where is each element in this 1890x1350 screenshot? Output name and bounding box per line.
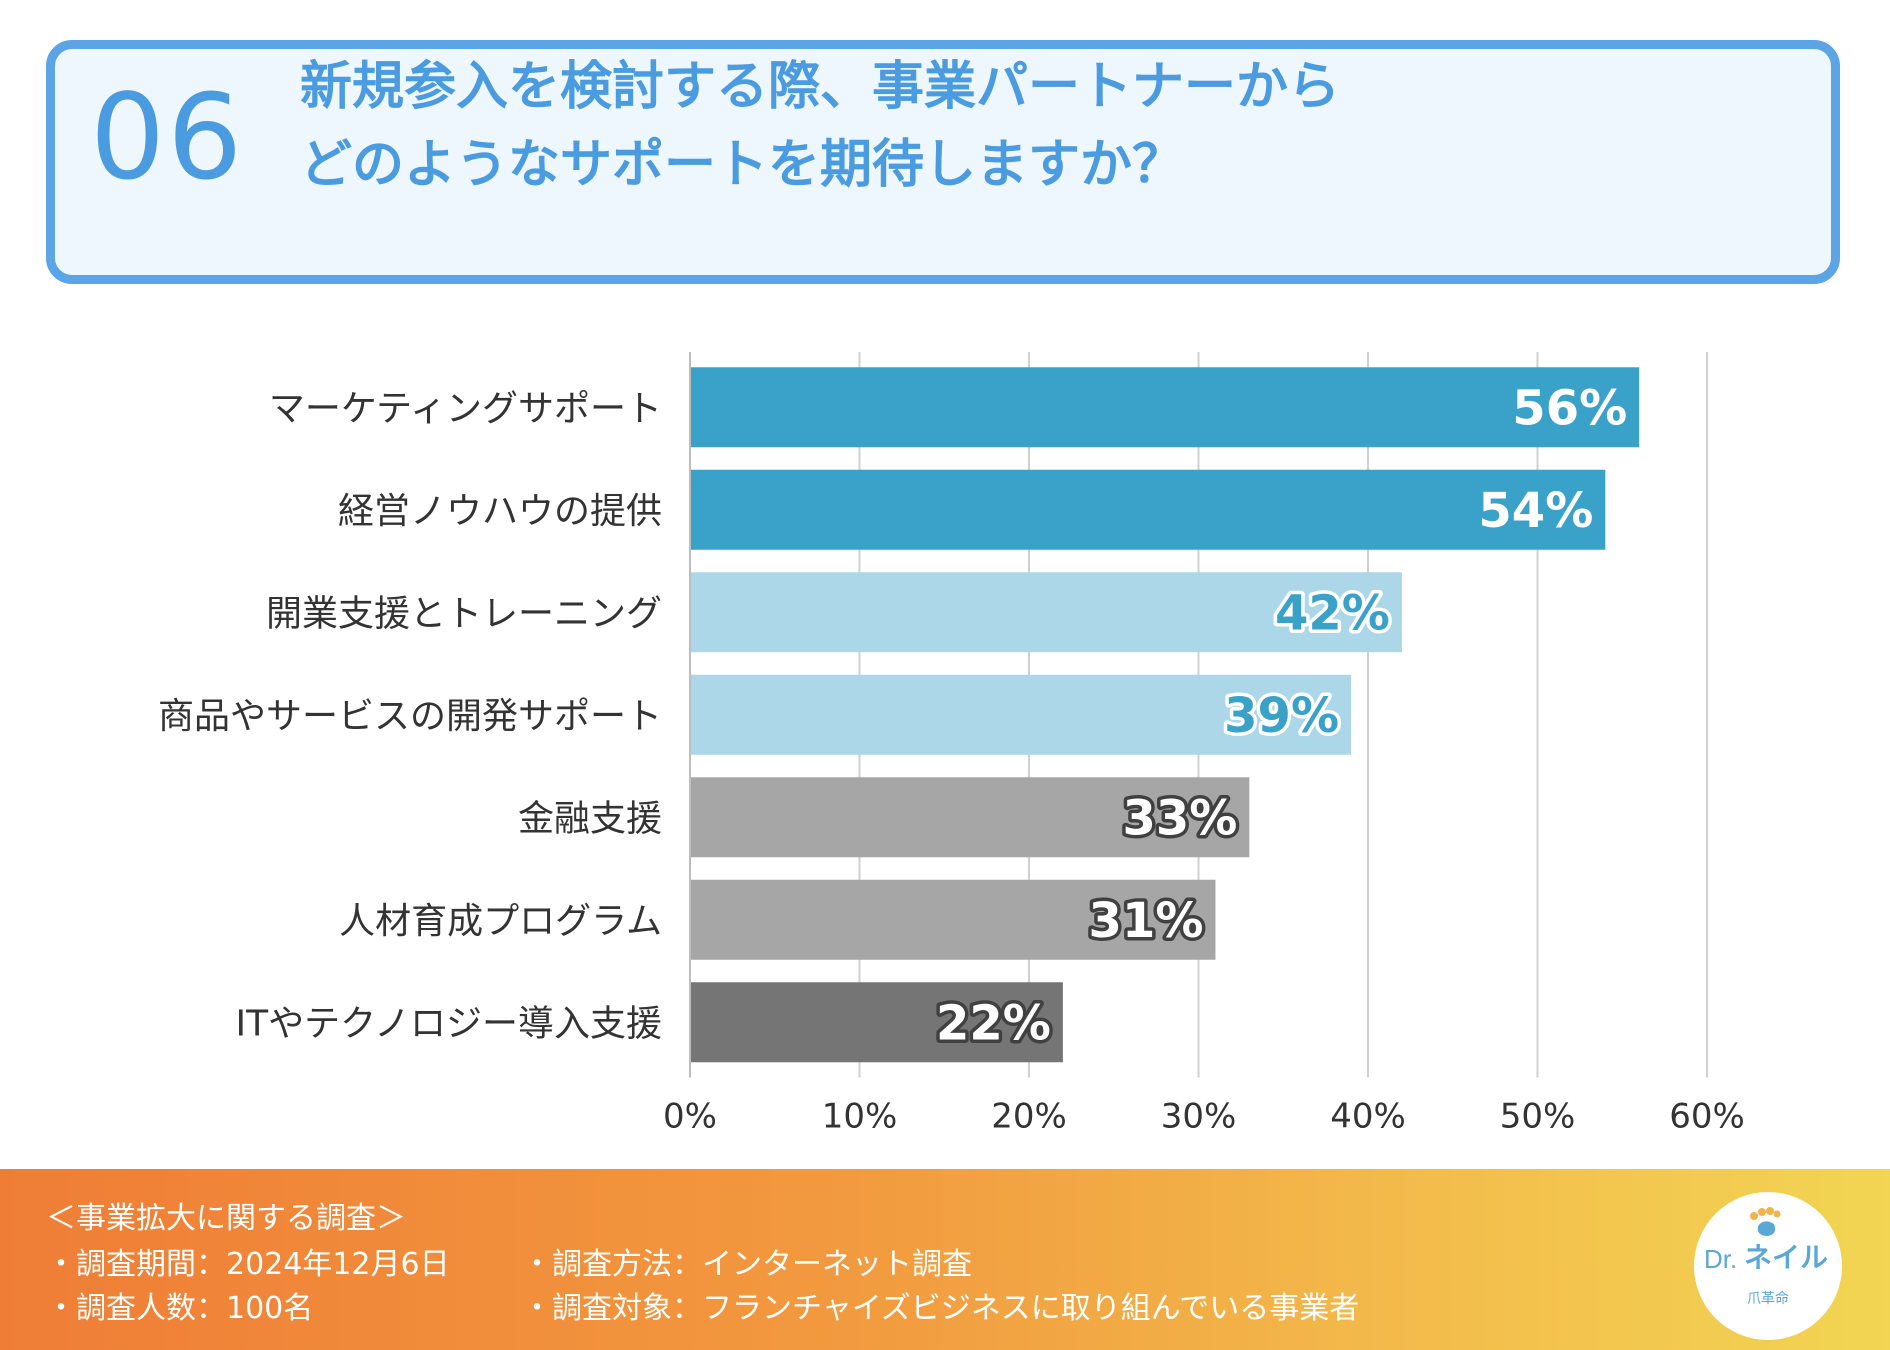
value-label-1: 56% xyxy=(1512,380,1627,436)
survey-target: ・調査対象：フランチャイズビジネスに取り組んでいる事業者 xyxy=(522,1291,1360,1326)
value-label-3: 42% xyxy=(1275,585,1390,641)
value-label-5: 33% xyxy=(1122,790,1237,846)
value-label-6: 31% xyxy=(1089,893,1204,949)
question-header-box xyxy=(46,40,1840,284)
value-label-7: 22% xyxy=(936,995,1051,1051)
bar-5 xyxy=(690,777,1250,858)
category-label-7: ITやテクノロジー導入支援 xyxy=(236,1003,662,1044)
bar-1 xyxy=(690,367,1640,448)
category-label-4: 商品やサービスの開発サポート xyxy=(158,696,662,737)
x-tick-label-40: 40% xyxy=(1330,1097,1406,1131)
dr-nail-logo: Dr. ネイル 爪革命 xyxy=(1694,1192,1842,1340)
x-tick-label-0: 0% xyxy=(663,1097,717,1131)
survey-period: ・調査期間：2024年12月6日 xyxy=(46,1247,450,1282)
survey-title: ＜事業拡大に関する調査＞ xyxy=(46,1201,406,1236)
bar-7 xyxy=(690,982,1063,1063)
value-label-2: 54% xyxy=(1478,483,1593,539)
category-label-2: 経営ノウハウの提供 xyxy=(338,491,662,532)
survey-respondents: ・調査人数：100名 xyxy=(46,1291,314,1326)
x-tick-label-20: 20% xyxy=(991,1097,1067,1131)
bar-3 xyxy=(690,572,1402,653)
category-label-3: 開業支援とトレーニング xyxy=(266,593,662,634)
x-tick-label-60: 60% xyxy=(1669,1097,1745,1131)
foot-icon xyxy=(1750,1207,1781,1236)
logo-subtitle: 爪革命 xyxy=(1747,1291,1789,1307)
question-number: 06 xyxy=(90,68,245,206)
bar-6 xyxy=(690,879,1216,960)
bar-chart: マーケティングサポート 56% 経営ノウハウの提供 54% 開業支援とトレーニング 42%… xyxy=(158,352,1745,1131)
x-tick-label-10: 10% xyxy=(822,1097,898,1131)
category-label-6: 人材育成プログラム xyxy=(339,901,662,942)
survey-footer: ＜事業拡大に関する調査＞ ・調査期間：2024年12月6日 ・調査方法：インター… xyxy=(0,1169,1890,1350)
question-title-line-1: 新規参入を検討する際、事業パートナーから xyxy=(300,57,1341,117)
category-label-5: 金融支援 xyxy=(518,798,662,839)
question-title: 新規参入を検討する際、事業パートナーから どのようなサポートを期待しますか？ xyxy=(300,48,1700,204)
question-title-line-2: どのようなサポートを期待しますか？ xyxy=(300,135,1185,195)
bar-2 xyxy=(690,469,1606,550)
value-label-4: 39% xyxy=(1224,688,1339,744)
x-tick-label-30: 30% xyxy=(1161,1097,1237,1131)
survey-method: ・調査方法：インターネット調査 xyxy=(522,1247,972,1282)
bar-4 xyxy=(690,674,1352,755)
logo-dr-text: Dr. xyxy=(1704,1244,1738,1274)
logo-name-text: ネイル xyxy=(1744,1241,1829,1274)
x-tick-label-50: 50% xyxy=(1500,1097,1576,1131)
category-label-1: マーケティングサポート xyxy=(269,388,662,429)
